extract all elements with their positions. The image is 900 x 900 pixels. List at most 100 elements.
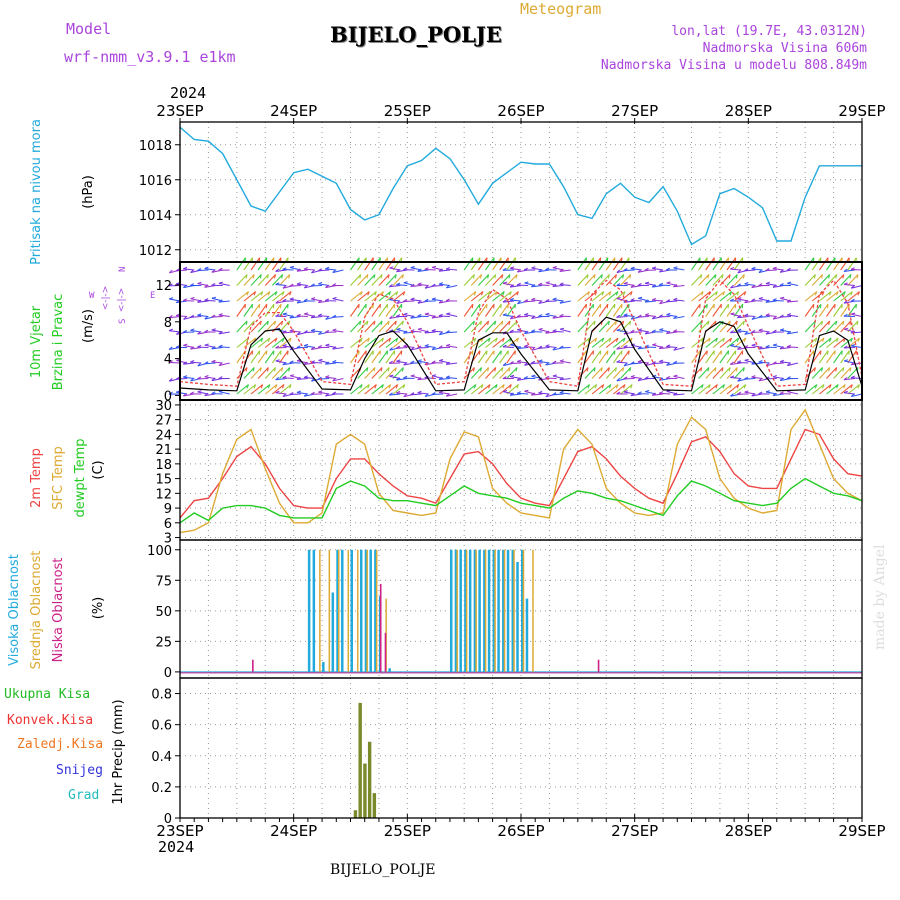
wind-arrow: [257, 274, 269, 286]
wind-arrow: [264, 337, 278, 348]
high-cloud-bar: [454, 549, 458, 672]
wind-arrow-head: [779, 391, 784, 395]
temp-unit: (C): [91, 460, 106, 479]
wind-arrow-head: [367, 291, 370, 296]
wind-arrow-head: [318, 331, 322, 335]
year-top: 2024: [170, 84, 207, 102]
wind-arrow-head: [472, 367, 475, 372]
wind-arrow-head: [488, 337, 491, 342]
wind-arrow: [385, 384, 399, 395]
wind-arrow-head: [388, 337, 392, 342]
wind-arrow: [357, 337, 370, 348]
wind-arrow: [485, 274, 497, 286]
wind-arrow-head: [829, 291, 832, 296]
wind-arrow: [847, 291, 860, 302]
wind-arrow-head: [168, 314, 173, 319]
wind-arrow-head: [282, 344, 287, 347]
wind-arrow: [303, 268, 316, 271]
wind-arrow: [840, 274, 852, 286]
wind-arrow-head: [666, 344, 671, 348]
wind-arrow: [332, 346, 344, 350]
wind-arrow: [826, 384, 839, 395]
wind-arrow-head: [502, 291, 505, 296]
wind-arrow: [538, 360, 550, 364]
wind-arrow-head: [325, 361, 329, 365]
wind-arrow-head: [630, 343, 636, 346]
wind-arrow: [591, 274, 603, 286]
wind-arrow: [446, 268, 458, 271]
wind-arrow-head: [730, 343, 735, 347]
wind-arrow: [236, 337, 249, 348]
wind-arrow: [477, 274, 490, 286]
wind-arrow: [605, 320, 617, 333]
wind-arrow: [719, 257, 729, 271]
wind-arrow: [698, 257, 708, 271]
wind-arrow-head: [472, 320, 475, 326]
wind-arrow: [673, 267, 685, 271]
wind-arrow: [385, 291, 399, 302]
wind-arrow-head: [445, 266, 450, 270]
wind-arrow: [332, 377, 344, 382]
wind-arrow: [818, 320, 831, 333]
wind-arrow-head: [281, 274, 284, 279]
wind-arrow: [726, 257, 737, 271]
wind-arrow: [417, 377, 429, 381]
wind-arrow-head: [517, 300, 521, 305]
wind-arrow: [744, 300, 756, 304]
wind-arrow: [847, 257, 857, 271]
wind-arrow: [826, 350, 836, 364]
wind-arrow: [730, 331, 742, 334]
wind-arrow-head: [842, 274, 845, 279]
wind-arrow-head: [828, 367, 831, 372]
wind-arrow-head: [744, 299, 749, 304]
wind-arrow-head: [274, 384, 278, 389]
wind-arrow-head: [623, 268, 628, 272]
x-tick-label-top: 24SEP: [270, 102, 317, 120]
wind-arrow-head: [182, 329, 187, 333]
wind-arrow-head: [211, 328, 216, 331]
y-tick-label: 0.4: [151, 750, 172, 765]
wind-arrow-head: [630, 392, 635, 397]
wind-arrow-head: [730, 375, 735, 378]
wind-arrow: [843, 392, 855, 395]
wind-arrow-head: [851, 312, 856, 315]
wind-arrow: [296, 269, 308, 272]
wind-arrow-head: [473, 384, 477, 389]
wind-arrow: [779, 315, 791, 318]
wind-arrow-head: [821, 337, 825, 342]
wind-arrow: [282, 331, 294, 334]
wind-arrow-head: [218, 344, 223, 348]
wind-arrow-head: [373, 320, 376, 326]
wind-arrow-head: [218, 330, 223, 335]
wind-arrow-head: [559, 282, 564, 285]
wind-arrow: [250, 274, 262, 286]
temp-axis-title-3: dewpt Temp: [73, 438, 88, 517]
wind-arrow-head: [366, 367, 369, 372]
wind-arrow: [591, 337, 605, 348]
wind-arrow: [385, 303, 396, 317]
wind-arrow: [850, 268, 863, 271]
wind-arrow: [577, 274, 589, 286]
wind-arrow: [673, 375, 685, 380]
wind-arrow: [691, 257, 701, 271]
wind-arrow: [282, 268, 294, 271]
year-bottom: 2024: [158, 838, 195, 856]
wind-arrow-head: [587, 384, 590, 389]
wind-arrow-head: [637, 314, 642, 318]
wind-arrow-head: [545, 344, 550, 347]
wind-arrow-head: [502, 376, 507, 380]
y-tick-label: 8: [164, 316, 172, 331]
wind-arrow: [787, 282, 799, 287]
wind-arrow-head: [545, 281, 550, 284]
wind-arrow-head: [545, 330, 550, 334]
wind-arrow-head: [197, 299, 202, 303]
wind-arrow: [737, 361, 749, 364]
wind-arrow-head: [509, 297, 514, 301]
wind-arrow-head: [380, 320, 383, 326]
wind-arrow-head: [735, 367, 738, 372]
wind-arrow-head: [502, 362, 507, 366]
wind-arrow: [492, 367, 504, 379]
wind-arrow: [591, 257, 602, 271]
wind-arrow: [847, 303, 857, 317]
wind-arrow-head: [516, 291, 519, 296]
